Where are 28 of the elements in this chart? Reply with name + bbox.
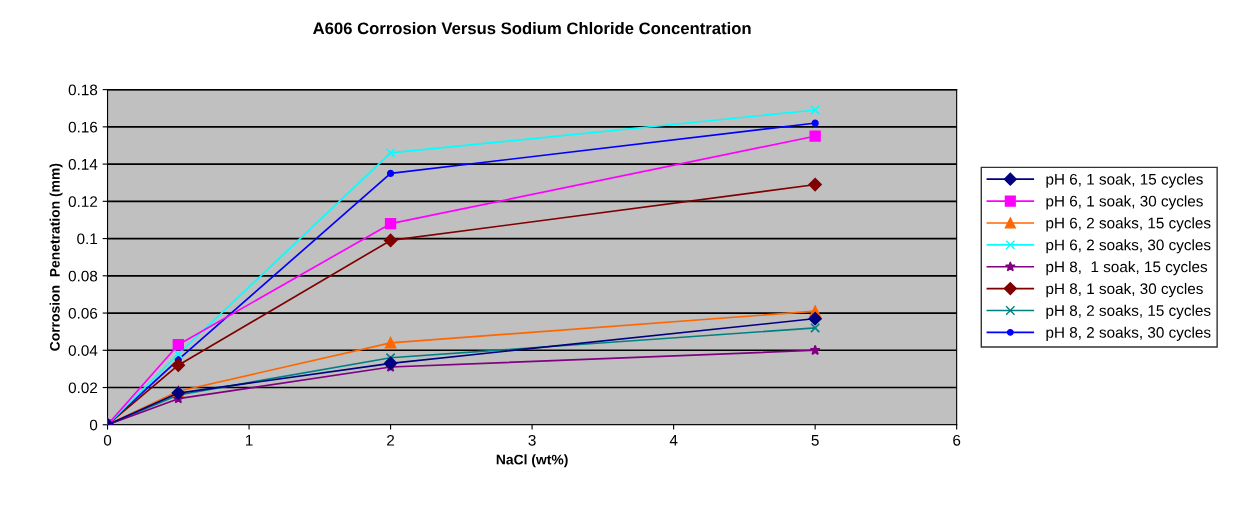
legend-label: pH 6, 1 soak, 15 cycles [1046,173,1203,188]
legend-label: pH 8, 2 soaks, 15 cycles [1046,304,1211,320]
x-tick-label: 0 [103,434,112,446]
legend-label: pH 6, 2 soaks, 15 cycles [1046,217,1211,232]
legend-label: pH 8, 1 soak, 30 cycles [1046,282,1203,298]
y-tick-label: 0.18 [68,84,98,96]
legend-label: pH 6, 2 soaks, 30 cycles [1046,239,1211,254]
x-axis-title: NaCl (wt%) [496,454,568,468]
y-tick-label: 0.08 [68,270,98,282]
y-tick-label: 0.12 [68,196,98,208]
y-tick-label: 0.14 [68,158,98,170]
x-tick-label: 2 [387,434,395,446]
x-tick-label: 4 [669,435,678,446]
x-tick-label: 3 [528,434,536,446]
y-tick-label: 0.1 [77,233,98,245]
legend-label: pH 8, 1 soak, 15 cycles [1046,261,1208,276]
y-axis-title: Corrosion Penetration (mm) [49,163,63,351]
y-tick-label: 0.04 [68,345,98,356]
y-tick-label: 0.06 [68,307,98,319]
x-tick-label: 6 [953,434,961,446]
legend-label: pH 8, 2 soaks, 30 cycles [1046,326,1211,341]
x-tick-label: 1 [245,435,253,446]
y-tick-label: 0.02 [68,382,98,394]
x-tick-label: 5 [811,435,819,446]
y-tick-label: 0 [89,419,98,431]
y-tick-label: 0.16 [68,121,98,133]
chart-title: A606 Corrosion Versus Sodium Chloride Concentration [313,21,751,35]
legend-label: pH 6, 1 soak, 30 cycles [1046,195,1203,210]
